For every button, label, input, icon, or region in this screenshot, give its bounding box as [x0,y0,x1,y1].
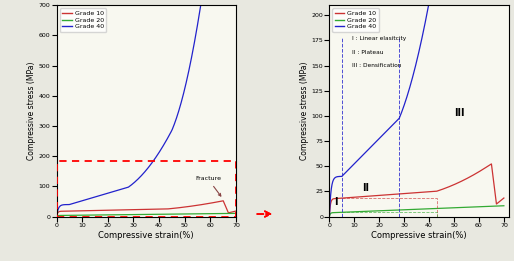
Legend: Grade 10, Grade 20, Grade 40: Grade 10, Grade 20, Grade 40 [60,8,106,32]
Text: I: I [334,197,338,206]
Text: II : Plateau: II : Plateau [352,50,383,55]
Legend: Grade 10, Grade 20, Grade 40: Grade 10, Grade 20, Grade 40 [333,8,379,32]
X-axis label: Compressive strain(%): Compressive strain(%) [371,231,467,240]
Bar [57,161,236,217]
X-axis label: Compressive strain(%): Compressive strain(%) [99,231,194,240]
Y-axis label: Compressive stress (MPa): Compressive stress (MPa) [300,62,308,160]
Text: III: III [454,108,465,118]
Text: I : Linear elasitcity: I : Linear elasitcity [352,37,406,41]
Text: III : Densification: III : Densification [352,63,401,68]
Text: II: II [362,183,369,193]
Y-axis label: Compressive stress (MPa): Compressive stress (MPa) [27,62,36,160]
Text: Fracture: Fracture [195,176,221,196]
